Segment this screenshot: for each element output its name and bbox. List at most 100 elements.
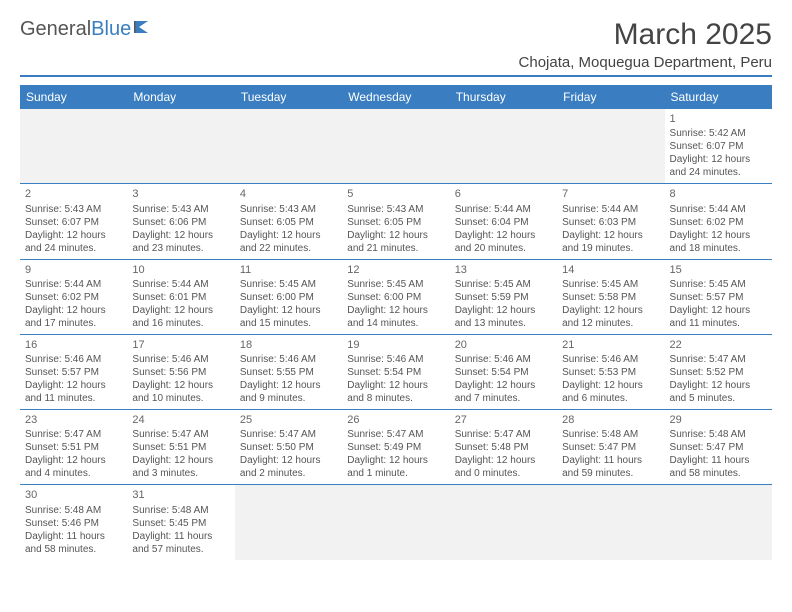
day-info-line: and 7 minutes. <box>455 392 552 405</box>
day-info-line: Daylight: 12 hours <box>455 454 552 467</box>
weekday-header: Tuesday <box>235 85 342 109</box>
day-info-line: Sunset: 5:47 PM <box>562 441 659 454</box>
day-info-line: Sunrise: 5:48 AM <box>25 504 122 517</box>
weekday-header: Monday <box>127 85 234 109</box>
day-info-line: Sunrise: 5:44 AM <box>562 203 659 216</box>
day-number: 21 <box>562 338 659 352</box>
day-info-line: Daylight: 12 hours <box>132 379 229 392</box>
calendar-cell: 1Sunrise: 5:42 AMSunset: 6:07 PMDaylight… <box>665 109 772 184</box>
day-number: 12 <box>347 263 444 277</box>
calendar-header: SundayMondayTuesdayWednesdayThursdayFrid… <box>20 85 772 109</box>
day-info-line: Daylight: 12 hours <box>25 454 122 467</box>
day-number: 19 <box>347 338 444 352</box>
day-info-line: Sunset: 5:54 PM <box>455 366 552 379</box>
day-info-line: Daylight: 12 hours <box>670 379 767 392</box>
calendar-cell: 4Sunrise: 5:43 AMSunset: 6:05 PMDaylight… <box>235 184 342 259</box>
day-info-line: Daylight: 12 hours <box>455 229 552 242</box>
flag-icon <box>134 19 156 35</box>
day-info-line: Sunrise: 5:46 AM <box>25 353 122 366</box>
logo: GeneralBlue <box>20 18 156 41</box>
day-info-line: Daylight: 12 hours <box>25 229 122 242</box>
day-number: 4 <box>240 187 337 201</box>
day-number: 5 <box>347 187 444 201</box>
calendar-cell <box>127 109 234 184</box>
day-info-line: Daylight: 11 hours <box>132 530 229 543</box>
calendar-body: 1Sunrise: 5:42 AMSunset: 6:07 PMDaylight… <box>20 109 772 560</box>
calendar-cell: 16Sunrise: 5:46 AMSunset: 5:57 PMDayligh… <box>20 334 127 409</box>
logo-text-2: Blue <box>91 18 131 41</box>
day-info-line: Sunset: 6:04 PM <box>455 216 552 229</box>
calendar-cell <box>557 109 664 184</box>
calendar-cell <box>450 485 557 560</box>
day-info-line: Daylight: 11 hours <box>670 454 767 467</box>
weekday-header: Sunday <box>20 85 127 109</box>
calendar-cell: 8Sunrise: 5:44 AMSunset: 6:02 PMDaylight… <box>665 184 772 259</box>
day-info-line: Sunrise: 5:48 AM <box>132 504 229 517</box>
calendar-cell <box>20 109 127 184</box>
day-info-line: and 21 minutes. <box>347 242 444 255</box>
day-info-line: Sunset: 5:47 PM <box>670 441 767 454</box>
day-info-line: and 12 minutes. <box>562 317 659 330</box>
calendar-cell: 14Sunrise: 5:45 AMSunset: 5:58 PMDayligh… <box>557 259 664 334</box>
day-info-line: Sunrise: 5:44 AM <box>25 278 122 291</box>
day-number: 13 <box>455 263 552 277</box>
day-info-line: Sunrise: 5:45 AM <box>670 278 767 291</box>
day-info-line: Daylight: 12 hours <box>347 304 444 317</box>
day-info-line: and 20 minutes. <box>455 242 552 255</box>
day-info-line: Daylight: 12 hours <box>562 379 659 392</box>
day-number: 24 <box>132 413 229 427</box>
day-info-line: Daylight: 12 hours <box>347 454 444 467</box>
day-info-line: Sunrise: 5:47 AM <box>132 428 229 441</box>
day-info-line: Sunrise: 5:47 AM <box>240 428 337 441</box>
day-info-line: Sunrise: 5:47 AM <box>25 428 122 441</box>
day-info-line: Sunset: 6:03 PM <box>562 216 659 229</box>
day-info-line: Sunset: 6:07 PM <box>25 216 122 229</box>
calendar-cell <box>342 109 449 184</box>
day-info-line: and 10 minutes. <box>132 392 229 405</box>
calendar-cell: 17Sunrise: 5:46 AMSunset: 5:56 PMDayligh… <box>127 334 234 409</box>
weekday-header: Wednesday <box>342 85 449 109</box>
calendar-cell: 12Sunrise: 5:45 AMSunset: 6:00 PMDayligh… <box>342 259 449 334</box>
day-info-line: Daylight: 12 hours <box>25 304 122 317</box>
day-info-line: and 59 minutes. <box>562 467 659 480</box>
day-number: 6 <box>455 187 552 201</box>
day-info-line: Sunrise: 5:43 AM <box>240 203 337 216</box>
calendar-cell <box>235 109 342 184</box>
calendar-cell: 5Sunrise: 5:43 AMSunset: 6:05 PMDaylight… <box>342 184 449 259</box>
day-info-line: Sunset: 5:55 PM <box>240 366 337 379</box>
calendar-cell: 3Sunrise: 5:43 AMSunset: 6:06 PMDaylight… <box>127 184 234 259</box>
day-number: 17 <box>132 338 229 352</box>
day-info-line: Daylight: 11 hours <box>25 530 122 543</box>
day-info-line: Sunrise: 5:46 AM <box>240 353 337 366</box>
calendar-cell: 31Sunrise: 5:48 AMSunset: 5:45 PMDayligh… <box>127 485 234 560</box>
day-info-line: Sunrise: 5:45 AM <box>347 278 444 291</box>
day-info-line: and 1 minute. <box>347 467 444 480</box>
day-info-line: Sunrise: 5:46 AM <box>347 353 444 366</box>
day-number: 3 <box>132 187 229 201</box>
day-info-line: Daylight: 11 hours <box>562 454 659 467</box>
day-info-line: Sunset: 6:00 PM <box>347 291 444 304</box>
calendar-cell: 21Sunrise: 5:46 AMSunset: 5:53 PMDayligh… <box>557 334 664 409</box>
day-info-line: Sunset: 6:05 PM <box>347 216 444 229</box>
calendar-cell: 6Sunrise: 5:44 AMSunset: 6:04 PMDaylight… <box>450 184 557 259</box>
day-info-line: and 2 minutes. <box>240 467 337 480</box>
day-info-line: and 9 minutes. <box>240 392 337 405</box>
day-info-line: Daylight: 12 hours <box>132 304 229 317</box>
calendar-cell: 7Sunrise: 5:44 AMSunset: 6:03 PMDaylight… <box>557 184 664 259</box>
day-info-line: Daylight: 12 hours <box>562 304 659 317</box>
day-number: 29 <box>670 413 767 427</box>
calendar-cell: 10Sunrise: 5:44 AMSunset: 6:01 PMDayligh… <box>127 259 234 334</box>
day-info-line: and 24 minutes. <box>670 166 767 179</box>
day-number: 28 <box>562 413 659 427</box>
day-number: 8 <box>670 187 767 201</box>
calendar-table: SundayMondayTuesdayWednesdayThursdayFrid… <box>20 85 772 560</box>
day-info-line: Sunset: 6:07 PM <box>670 140 767 153</box>
day-info-line: Sunset: 6:02 PM <box>670 216 767 229</box>
day-info-line: Sunset: 5:54 PM <box>347 366 444 379</box>
day-info-line: Sunrise: 5:45 AM <box>455 278 552 291</box>
day-number: 7 <box>562 187 659 201</box>
day-info-line: Sunset: 5:52 PM <box>670 366 767 379</box>
calendar-cell: 9Sunrise: 5:44 AMSunset: 6:02 PMDaylight… <box>20 259 127 334</box>
day-info-line: Daylight: 12 hours <box>240 379 337 392</box>
day-info-line: Sunset: 5:57 PM <box>670 291 767 304</box>
